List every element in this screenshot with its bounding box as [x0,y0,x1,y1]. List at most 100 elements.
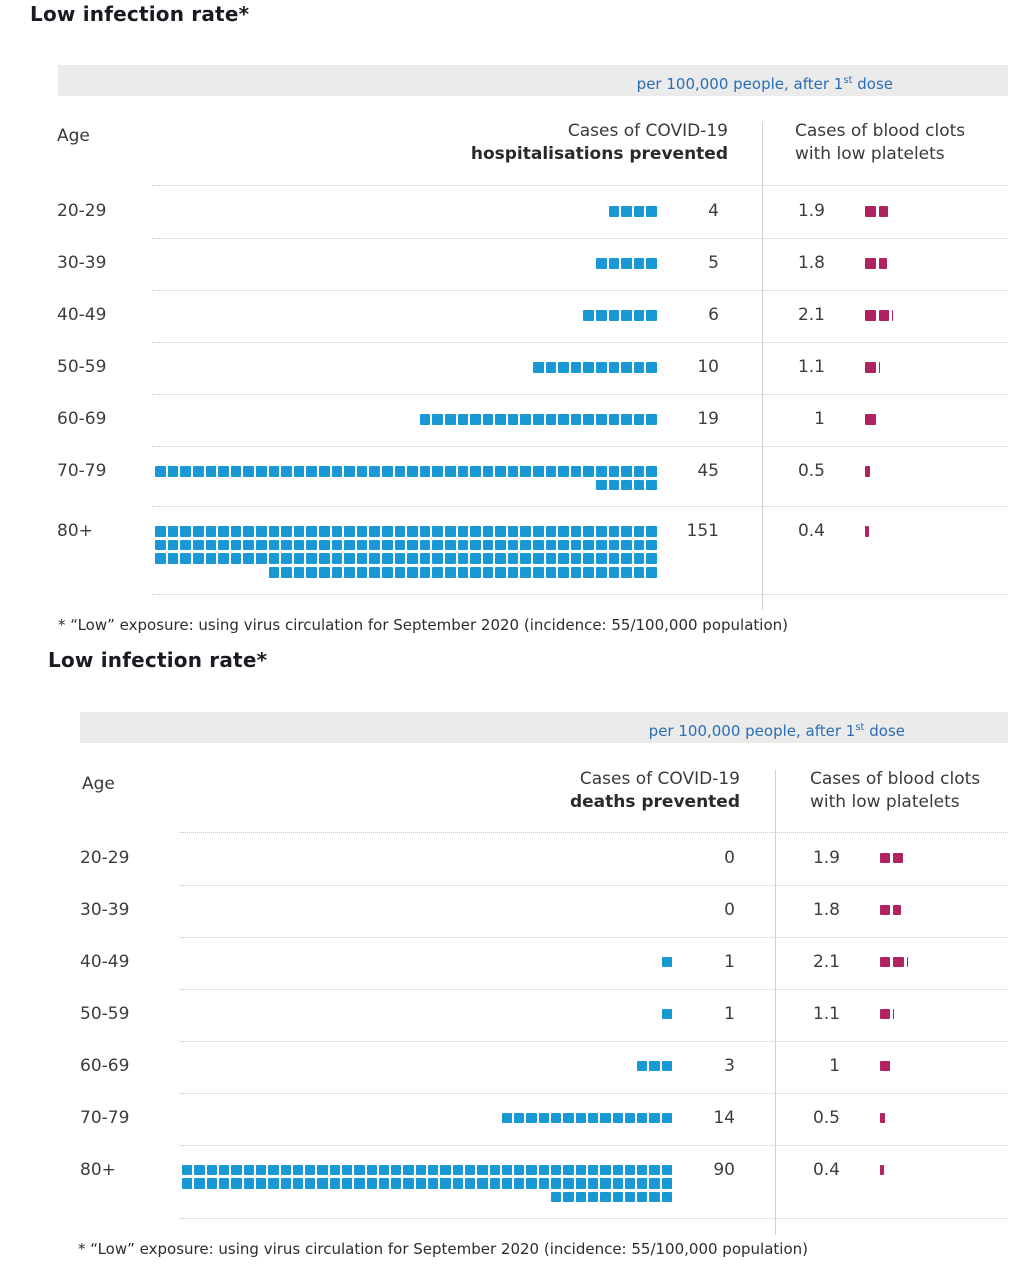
case-square-icon [575,1178,586,1189]
prevented-pictogram [180,957,672,968]
age-label: 50-59 [57,357,107,377]
case-square-icon [281,566,292,578]
case-square-icon [533,539,544,551]
case-square-icon [608,362,620,373]
case-square-icon [432,566,443,578]
case-square-icon [231,1165,242,1176]
case-square-icon [306,566,317,578]
case-square-icon [646,539,657,551]
case-square-icon [440,1165,451,1176]
unit-note-text: per 100,000 people, after 1 [636,75,844,93]
age-column-header: Age [57,126,90,146]
case-square-icon [243,1165,254,1176]
rows-container: 20-29 4 1.9 30-39 5 1.8 40-49 6 2.1 50-59 10 1.1 60-… [57,185,1008,595]
case-square-icon [596,526,607,537]
prevented-pictogram [180,1061,672,1072]
case-square-icon [331,526,343,537]
case-square-icon [558,466,569,477]
case-square-icon [507,553,519,564]
case-square-icon [182,1165,193,1176]
clot-partial-square-icon [878,258,888,269]
clot-square-icon [880,1061,891,1072]
age-label: 60-69 [80,1056,130,1076]
case-square-icon [558,526,569,537]
case-square-icon [403,1178,414,1189]
case-square-icon [520,526,532,537]
case-square-icon [218,539,229,551]
case-square-icon [329,1165,340,1176]
case-square-icon [624,1178,636,1189]
case-square-icon [646,414,657,425]
case-square-icon [256,466,267,477]
case-square-icon [369,466,380,477]
case-square-icon [661,1165,672,1176]
prevented-header-line1: Cases of COVID-19 [567,121,728,141]
case-square-icon [501,1113,513,1124]
case-square-icon [419,566,431,578]
case-square-icon [230,526,242,537]
clots-pictogram [865,362,880,373]
age-label: 80+ [57,521,93,542]
case-square-icon [194,1178,205,1189]
case-square-icon [646,310,657,321]
case-square-icon [470,466,481,477]
case-square-icon [507,414,519,425]
case-square-icon [205,553,217,564]
case-square-icon [612,1178,623,1189]
case-square-icon [194,1165,205,1176]
case-square-icon [596,414,607,425]
case-square-icon [256,539,267,551]
table-row: 60-69 3 1 [80,1041,1008,1094]
clot-square-icon [880,853,891,864]
case-square-icon [624,1191,636,1202]
case-square-icon [470,566,481,578]
case-square-icon [482,414,494,425]
case-square-icon [514,1178,525,1189]
table-row: 80+ 90 0.4 [80,1145,1008,1219]
case-square-icon [457,566,469,578]
clot-value: 2.1 [797,305,825,325]
case-square-icon [394,539,406,551]
case-square-icon [621,479,632,491]
case-square-icon [596,466,607,477]
clots-pictogram [880,853,903,864]
case-square-icon [596,479,607,491]
case-square-icon [545,414,557,425]
case-square-icon [526,1113,537,1124]
case-square-icon [268,553,280,564]
unit-note-bar: per 100,000 people, after 1st dose [58,65,1008,96]
case-square-icon [394,526,406,537]
clots-pictogram [865,310,894,321]
unit-note-bar: per 100,000 people, after 1st dose [80,712,1008,743]
case-square-icon [501,1178,513,1189]
prevented-count: 4 [708,201,719,221]
case-square-icon [457,539,469,551]
case-square-icon [180,553,192,564]
case-square-icon [520,566,532,578]
case-square-icon [514,1113,525,1124]
prevented-pictogram [180,1009,672,1020]
case-square-icon [281,553,292,564]
case-square-icon [268,566,280,578]
table-row: 40-49 6 2.1 [57,290,1008,343]
case-square-icon [205,466,217,477]
case-square-icon [608,206,620,217]
case-square-icon [255,1165,267,1176]
case-square-icon [507,566,519,578]
case-square-icon [637,1178,648,1189]
case-square-icon [646,566,657,578]
case-square-icon [428,1165,439,1176]
case-square-icon [243,1178,254,1189]
case-square-icon [432,526,443,537]
case-square-icon [533,466,544,477]
case-square-icon [596,362,607,373]
case-square-icon [419,466,431,477]
clot-value: 0.4 [797,521,825,542]
case-square-icon [415,1178,427,1189]
case-square-icon [661,957,672,968]
age-label: 40-49 [80,952,130,972]
case-square-icon [344,553,355,564]
case-square-icon [545,566,557,578]
case-square-icon [268,539,280,551]
age-label: 60-69 [57,409,107,429]
